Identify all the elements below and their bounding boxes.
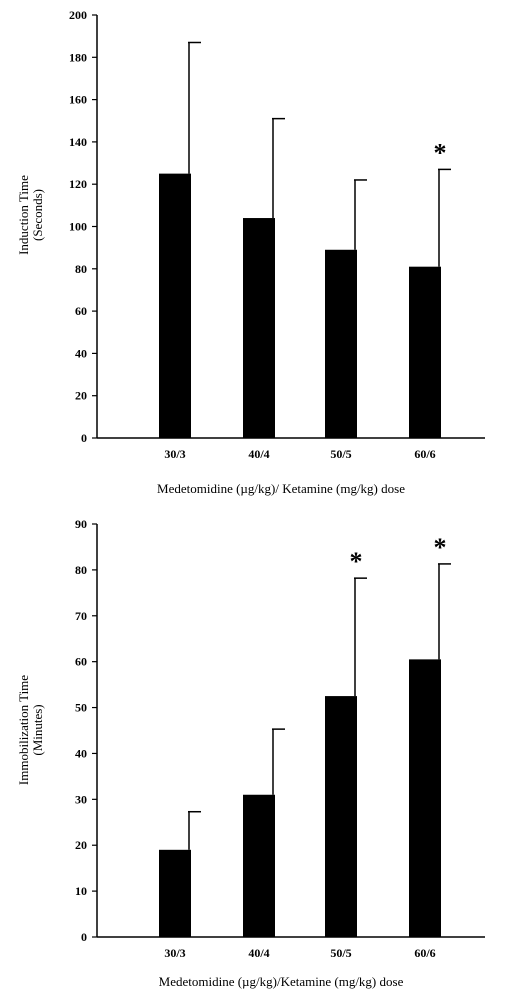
- bar: [409, 659, 441, 937]
- x-axis-label: Medetomidine (µg/kg)/ Ketamine (mg/kg) d…: [157, 481, 405, 496]
- x-tick-label: 30/3: [164, 447, 185, 461]
- y-tick-label: 10: [75, 884, 87, 898]
- y-tick-label: 120: [69, 177, 87, 191]
- significance-marker: *: [434, 533, 447, 562]
- y-ticks: 0 10 20 30 40 50 60 70 80 90: [75, 517, 97, 944]
- y-tick-label: 160: [69, 93, 87, 107]
- x-axis-label: Medetomidine (µg/kg)/Ketamine (mg/kg) do…: [159, 974, 404, 989]
- y-tick-label: 180: [69, 50, 87, 64]
- y-tick-label: 200: [69, 8, 87, 22]
- significance-marker: *: [350, 547, 363, 576]
- bar: [325, 696, 357, 937]
- x-tick-labels: 30/3 40/4 50/5 60/6: [164, 447, 435, 461]
- bar: [159, 850, 191, 937]
- x-tick-label: 60/6: [414, 946, 435, 960]
- x-tick-label: 40/4: [248, 946, 269, 960]
- y-tick-label: 80: [75, 262, 87, 276]
- x-tick-labels: 30/3 40/4 50/5 60/6: [164, 946, 435, 960]
- induction-time-chart: 0 20 40 60 80 100 120 140 160 180 200 * 30/3 40/4 50…: [16, 8, 485, 496]
- bars: * *: [159, 533, 451, 937]
- bars: *: [159, 42, 451, 438]
- y-ticks: 0 20 40 60 80 100 120 140 160 180 200: [69, 8, 97, 445]
- y-tick-label: 30: [75, 792, 87, 806]
- y-tick-label: 60: [75, 655, 87, 669]
- y-tick-label: 0: [81, 431, 87, 445]
- y-tick-label: 0: [81, 930, 87, 944]
- y-tick-label: 140: [69, 135, 87, 149]
- y-axis-label-line2: (Minutes): [30, 704, 45, 755]
- y-tick-label: 80: [75, 563, 87, 577]
- significance-marker: *: [434, 138, 447, 167]
- y-tick-label: 20: [75, 389, 87, 403]
- y-tick-label: 40: [75, 746, 87, 760]
- bar: [243, 795, 275, 937]
- bar: [325, 250, 357, 438]
- bar: [243, 218, 275, 438]
- y-tick-label: 60: [75, 304, 87, 318]
- x-tick-label: 40/4: [248, 447, 269, 461]
- y-tick-label: 100: [69, 220, 87, 234]
- y-tick-label: 70: [75, 609, 87, 623]
- x-tick-label: 50/5: [330, 946, 351, 960]
- y-axis-label-line2: (Seconds): [30, 189, 45, 241]
- x-tick-label: 60/6: [414, 447, 435, 461]
- x-tick-label: 50/5: [330, 447, 351, 461]
- y-tick-label: 50: [75, 701, 87, 715]
- y-axis-label-line1: Induction Time: [16, 175, 31, 255]
- y-axis-label-line1: Immobilization Time: [16, 675, 31, 785]
- bar: [409, 267, 441, 438]
- y-tick-label: 90: [75, 517, 87, 531]
- x-tick-label: 30/3: [164, 946, 185, 960]
- bar: [159, 174, 191, 438]
- y-tick-label: 20: [75, 838, 87, 852]
- y-tick-label: 40: [75, 346, 87, 360]
